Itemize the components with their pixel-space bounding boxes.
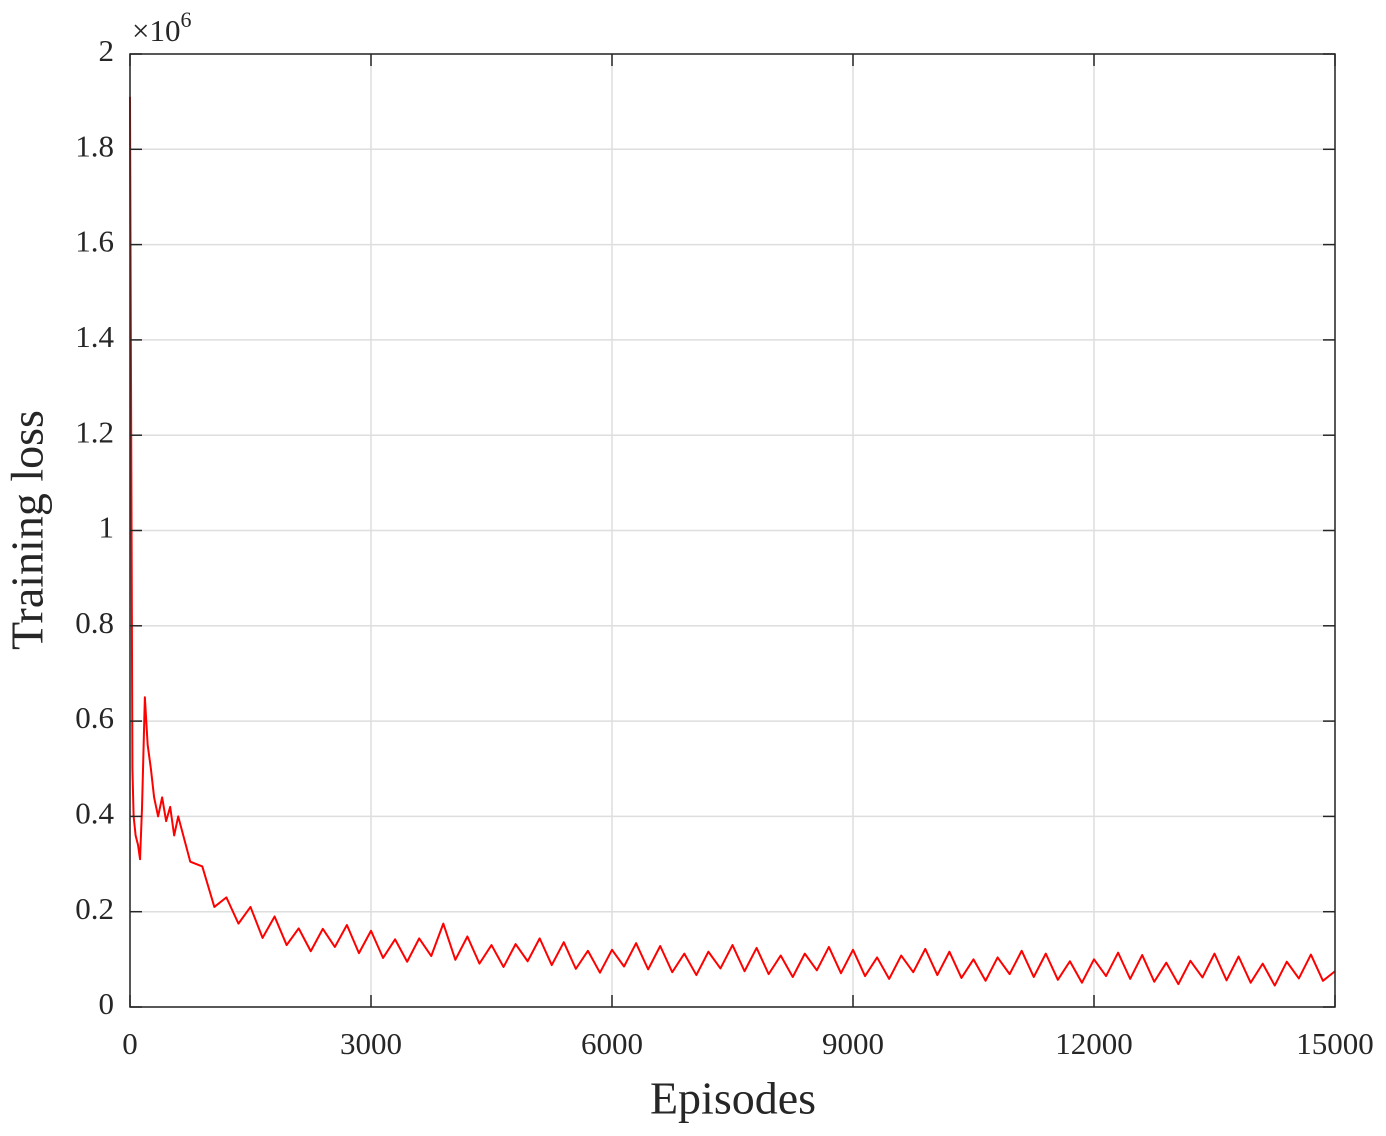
x-tick-label: 6000 — [581, 1026, 643, 1061]
ticks: 0 3000 6000 9000 12000 15000 0 0.2 0.4 0.6 0.8 1 1.2… — [75, 33, 1374, 1061]
x-tick-label: 15000 — [1296, 1026, 1374, 1061]
y-tick-label: 1.4 — [75, 319, 114, 354]
plot-area — [129, 96, 1336, 987]
y-tick-label: 0.8 — [75, 605, 114, 640]
x-tick-label: 0 — [122, 1026, 138, 1061]
y-tick-label: 0.2 — [75, 891, 114, 926]
y-tick-label: 2 — [99, 33, 115, 68]
y-tick-label: 1 — [99, 510, 115, 545]
x-tick-label: 9000 — [822, 1026, 884, 1061]
y-multiplier-base: ×10 — [132, 13, 180, 48]
x-tick-label: 12000 — [1055, 1026, 1133, 1061]
x-axis-label: Episodes — [650, 1073, 816, 1124]
data-line — [129, 96, 1336, 987]
y-tick-label: 0 — [99, 986, 115, 1021]
y-tick-label: 0.4 — [75, 796, 114, 831]
x-tick-label: 3000 — [340, 1026, 402, 1061]
y-multiplier: ×106 — [132, 7, 191, 48]
y-multiplier-exponent: 6 — [180, 7, 191, 32]
y-tick-label: 1.6 — [75, 224, 114, 259]
y-tick-label: 1.8 — [75, 128, 114, 163]
y-tick-label: 0.6 — [75, 700, 114, 735]
y-tick-label: 1.2 — [75, 414, 114, 449]
y-axis-label: Training loss — [2, 410, 53, 650]
